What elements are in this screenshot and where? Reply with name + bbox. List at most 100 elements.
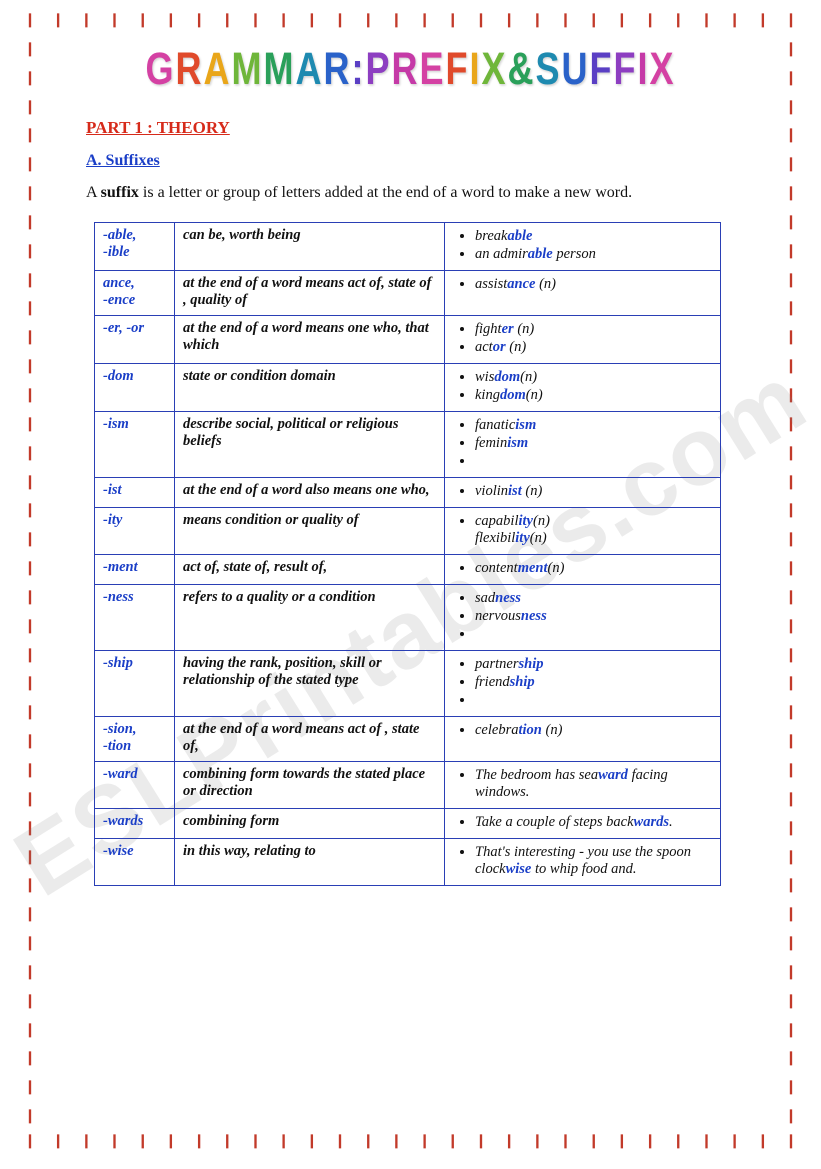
border-ornament: ❙ bbox=[24, 706, 36, 726]
border-ornament: ❙ bbox=[24, 302, 36, 322]
examples-cell: violinist (n) bbox=[445, 477, 721, 507]
border-ornament: ❙ bbox=[306, 14, 318, 34]
border-ornament: ❙ bbox=[24, 101, 36, 121]
examples-cell: celebration (n) bbox=[445, 716, 721, 761]
table-row: -istat the end of a word also means one … bbox=[95, 477, 721, 507]
border-ornament: ❙ bbox=[24, 245, 36, 265]
border-ornament: ❙ bbox=[24, 908, 36, 928]
example-item: friendship bbox=[475, 674, 712, 691]
border-ornament: ❙ bbox=[785, 677, 797, 697]
meaning-cell: at the end of a word also means one who, bbox=[175, 477, 445, 507]
border-ornament: ❙ bbox=[24, 360, 36, 380]
border-ornament: ❙ bbox=[785, 735, 797, 755]
border-ornament: ❙ bbox=[729, 1135, 741, 1155]
border-ornament: ❙ bbox=[80, 14, 92, 34]
border-ornament: ❙ bbox=[80, 1135, 92, 1155]
border-ornament: ❙ bbox=[785, 360, 797, 380]
border-ornament: ❙ bbox=[785, 533, 797, 553]
border-ornament: ❙ bbox=[785, 764, 797, 784]
border-ornament: ❙ bbox=[785, 851, 797, 871]
border-ornament: ❙ bbox=[24, 129, 36, 149]
title-char: F bbox=[445, 43, 469, 96]
border-ornament: ❙ bbox=[672, 14, 684, 34]
title-char: M bbox=[231, 43, 263, 96]
border-ornament: ❙ bbox=[137, 14, 149, 34]
border-ornament: ❙ bbox=[785, 418, 797, 438]
border-ornament: ❙ bbox=[249, 1135, 261, 1155]
examples-cell: That's interesting - you use the spoon c… bbox=[445, 838, 721, 885]
examples-cell: capability(n)flexibility(n) bbox=[445, 507, 721, 554]
title-char: A bbox=[295, 43, 323, 96]
suffix-cell: -ship bbox=[95, 650, 175, 716]
border-ornament: ❙ bbox=[785, 822, 797, 842]
border-ornament: ❙ bbox=[24, 389, 36, 409]
border-ornament: ❙ bbox=[24, 1081, 36, 1101]
border-ornament: ❙ bbox=[52, 14, 64, 34]
meaning-cell: combining form towards the stated place … bbox=[175, 761, 445, 808]
table-row: -mentact of, state of, result of,content… bbox=[95, 554, 721, 584]
border-ornament: ❙ bbox=[785, 158, 797, 178]
border-ornament: ❙ bbox=[221, 1135, 233, 1155]
meaning-cell: means condition or quality of bbox=[175, 507, 445, 554]
border-ornament: ❙ bbox=[785, 1135, 797, 1155]
meaning-cell: can be, worth being bbox=[175, 222, 445, 270]
border-ornament: ❙ bbox=[24, 562, 36, 582]
border-ornament: ❙ bbox=[249, 14, 261, 34]
title-char: P bbox=[365, 43, 391, 96]
examples-cell: Take a couple of steps backwards. bbox=[445, 808, 721, 838]
examples-cell: wisdom(n)kingdom(n) bbox=[445, 363, 721, 411]
border-ornament: ❙ bbox=[24, 1110, 36, 1130]
example-item: contentment(n) bbox=[475, 560, 712, 577]
border-ornament: ❙ bbox=[24, 649, 36, 669]
border-ornament: ❙ bbox=[785, 1024, 797, 1044]
meaning-cell: refers to a quality or a condition bbox=[175, 584, 445, 650]
border-ornament: ❙ bbox=[531, 1135, 543, 1155]
border-ornament: ❙ bbox=[447, 14, 459, 34]
border-ornament: ❙ bbox=[785, 216, 797, 236]
border-ornament: ❙ bbox=[503, 1135, 515, 1155]
title-char: M bbox=[263, 43, 295, 96]
border-ornament: ❙ bbox=[24, 764, 36, 784]
border-ornament: ❙ bbox=[785, 476, 797, 496]
border-ornament: ❙ bbox=[700, 1135, 712, 1155]
intro-rest: is a letter or group of letters added at… bbox=[139, 184, 632, 201]
example-item: celebration (n) bbox=[475, 722, 712, 739]
example-item: assistance (n) bbox=[475, 276, 712, 293]
border-ornament: ❙ bbox=[785, 1110, 797, 1130]
title-char: : bbox=[351, 43, 365, 96]
border-ornament: ❙ bbox=[24, 187, 36, 207]
border-ornament: ❙ bbox=[447, 1135, 459, 1155]
border-ornament: ❙ bbox=[419, 1135, 431, 1155]
border-ornament: ❙ bbox=[24, 735, 36, 755]
border-ornament: ❙ bbox=[24, 1024, 36, 1044]
border-ornament: ❙ bbox=[24, 822, 36, 842]
border-ornament: ❙ bbox=[785, 447, 797, 467]
table-row: -er, -orat the end of a word means one w… bbox=[95, 315, 721, 363]
border-ornament: ❙ bbox=[24, 533, 36, 553]
meaning-cell: combining form bbox=[175, 808, 445, 838]
title-char: X bbox=[482, 43, 508, 96]
border-ornament: ❙ bbox=[785, 302, 797, 322]
border-ornament: ❙ bbox=[362, 1135, 374, 1155]
border-ornament: ❙ bbox=[165, 14, 177, 34]
table-row: -itymeans condition or quality ofcapabil… bbox=[95, 507, 721, 554]
example-item: violinist (n) bbox=[475, 483, 712, 500]
suffix-cell: -ity bbox=[95, 507, 175, 554]
border-ornament: ❙ bbox=[390, 1135, 402, 1155]
border-ornament: ❙ bbox=[644, 1135, 656, 1155]
title-char: F bbox=[614, 43, 638, 96]
border-ornament: ❙ bbox=[24, 418, 36, 438]
suffix-cell: -ism bbox=[95, 411, 175, 477]
border-ornament: ❙ bbox=[785, 793, 797, 813]
example-item bbox=[475, 453, 712, 470]
example-item: partnership bbox=[475, 656, 712, 673]
border-ornament: ❙ bbox=[24, 14, 36, 34]
example-item: Take a couple of steps backwards. bbox=[475, 814, 712, 831]
examples-cell: partnershipfriendship bbox=[445, 650, 721, 716]
border-ornament: ❙ bbox=[785, 1081, 797, 1101]
suffix-table: -able, -iblecan be, worth beingbreakable… bbox=[94, 222, 721, 886]
border-ornament: ❙ bbox=[24, 591, 36, 611]
suffix-cell: -dom bbox=[95, 363, 175, 411]
border-ornament: ❙ bbox=[362, 14, 374, 34]
meaning-cell: at the end of a word means act of , stat… bbox=[175, 716, 445, 761]
